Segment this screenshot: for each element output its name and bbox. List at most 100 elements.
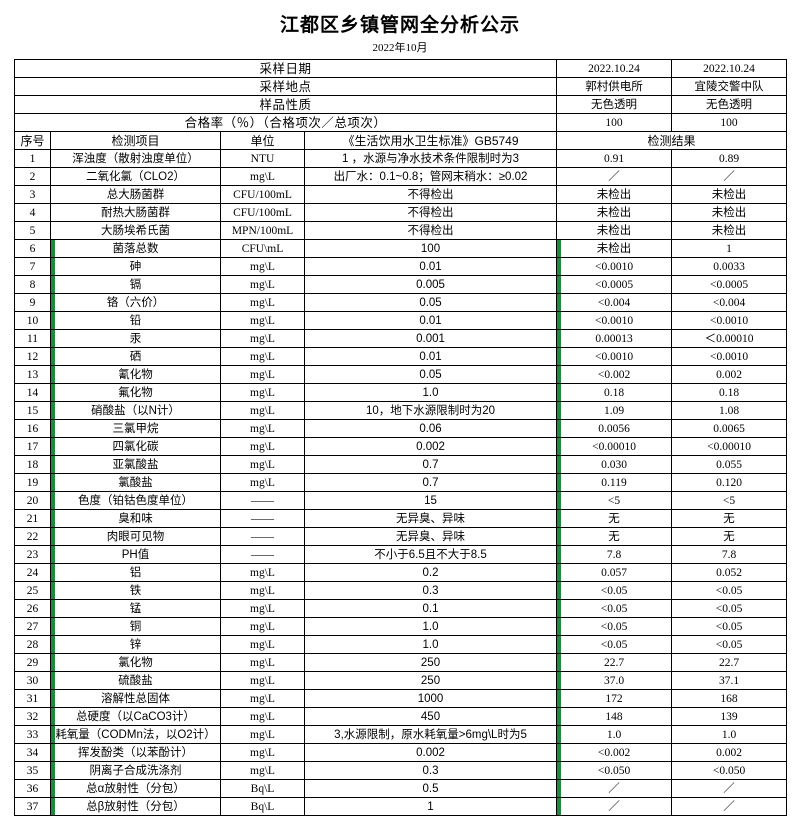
row-item-name: 肉眼可见物	[50, 527, 221, 546]
row-result-site-1: 172	[556, 689, 673, 708]
table-header-body: 采样日期 2022.10.24 2022.10.24 采样地点 郭村供电所 宜陵…	[13, 59, 788, 150]
row-item-name: 浑浊度（散射浊度单位）	[50, 149, 221, 168]
row-unit: Bq\L	[220, 779, 305, 798]
row-result-site-1: <0.05	[556, 581, 673, 600]
row-number: 12	[14, 347, 51, 366]
row-unit: ——	[220, 491, 305, 510]
table-row: 24 铝 mg\L 0.2 0.057 0.052	[14, 563, 788, 582]
table-row: 18 亚氯酸盐 mg\L 0.7 0.030 0.055	[14, 455, 788, 474]
row-number: 21	[14, 509, 51, 528]
row-standard-limit: 不得检出	[303, 203, 558, 222]
row-standard-limit: 1 ，水源与净水技术条件限制时为3	[303, 149, 558, 168]
row-result-site-1: 0.119	[556, 473, 673, 492]
row-standard-limit: 不得检出	[303, 221, 558, 240]
row-standard-limit: 0.01	[303, 347, 558, 366]
row-result-site-2: <0.05	[671, 617, 788, 636]
row-number: 15	[14, 401, 51, 420]
row-result-site-2: 168	[671, 689, 788, 708]
row-unit: mg\L	[220, 455, 305, 474]
row-number: 34	[14, 743, 51, 762]
header-label-location: 采样地点	[13, 77, 558, 96]
row-standard-limit: 250	[303, 653, 558, 672]
row-unit: mg\L	[220, 581, 305, 600]
table-row: 28 锌 mg\L 1.0 <0.05 <0.05	[14, 635, 788, 654]
row-result-site-1: 1.09	[556, 401, 673, 420]
row-standard-limit: 1.0	[303, 617, 558, 636]
row-result-site-1: 0.0056	[556, 419, 673, 438]
row-item-name: 氟化物	[50, 383, 221, 402]
row-item-name: 铝	[50, 563, 221, 582]
row-result-site-2: ／	[671, 779, 788, 798]
row-unit: mg\L	[220, 257, 305, 276]
row-unit: mg\L	[220, 743, 305, 762]
header-row-sample-nature: 样品性质 无色透明 无色透明	[13, 95, 788, 114]
row-result-site-1: <0.004	[556, 293, 673, 312]
table-row: 16 三氯甲烷 mg\L 0.06 0.0056 0.0065	[14, 419, 788, 438]
row-number: 33	[14, 725, 51, 744]
row-number: 2	[14, 167, 51, 186]
row-standard-limit: 0.06	[303, 419, 558, 438]
row-standard-limit: 3,水源限制，原水耗氧量>6mg\L时为5	[303, 725, 558, 744]
row-result-site-2: 1.0	[671, 725, 788, 744]
row-standard-limit: 450	[303, 707, 558, 726]
row-standard-limit: 0.3	[303, 581, 558, 600]
row-result-site-1: <0.05	[556, 599, 673, 618]
row-standard-limit: 0.05	[303, 365, 558, 384]
row-result-site-2: 0.002	[671, 365, 788, 384]
row-number: 26	[14, 599, 51, 618]
row-unit: NTU	[220, 149, 305, 168]
row-item-name: 氯化物	[50, 653, 221, 672]
row-item-name: 铅	[50, 311, 221, 330]
row-number: 7	[14, 257, 51, 276]
row-standard-limit: 0.1	[303, 599, 558, 618]
row-unit: mg\L	[220, 653, 305, 672]
row-result-site-2: 1	[671, 239, 788, 258]
row-item-name: 锌	[50, 635, 221, 654]
row-result-site-1: <0.0010	[556, 311, 673, 330]
row-number: 18	[14, 455, 51, 474]
row-result-site-1: 22.7	[556, 653, 673, 672]
table-row: 23 PH值 —— 不小于6.5且不大于8.5 7.8 7.8	[14, 545, 788, 564]
row-number: 13	[14, 365, 51, 384]
row-result-site-2: <0.004	[671, 293, 788, 312]
row-result-site-1: <0.05	[556, 635, 673, 654]
row-result-site-1: 未检出	[556, 185, 673, 204]
table-row: 6 菌落总数 CFU\mL 100 未检出 1	[14, 239, 788, 258]
row-unit: mg\L	[220, 617, 305, 636]
row-item-name: 菌落总数	[50, 239, 221, 258]
row-item-name: PH值	[50, 545, 221, 564]
header-value-sample-nature-1: 无色透明	[556, 95, 673, 114]
row-standard-limit: 1.0	[303, 383, 558, 402]
row-standard-limit: 不得检出	[303, 185, 558, 204]
row-unit: mg\L	[220, 365, 305, 384]
row-unit: mg\L	[220, 671, 305, 690]
table-row: 2 二氧化氯（CLO2） mg\L 出厂水：0.1~0.8；管网末稍水：≥0.02 ／／	[14, 167, 788, 186]
header-row-location: 采样地点 郭村供电所 宜陵交警中队	[13, 77, 788, 96]
row-result-site-2: 0.120	[671, 473, 788, 492]
row-standard-limit: 0.3	[303, 761, 558, 780]
table-row: 21 臭和味 —— 无异臭、异味无无	[14, 509, 788, 528]
row-standard-limit: 0.002	[303, 743, 558, 762]
row-unit: MPN/100mL	[220, 221, 305, 240]
table-row: 25 铁 mg\L 0.3 <0.05 <0.05	[14, 581, 788, 600]
row-unit: mg\L	[220, 419, 305, 438]
row-standard-limit: 0.5	[303, 779, 558, 798]
row-unit: mg\L	[220, 725, 305, 744]
row-unit: mg\L	[220, 599, 305, 618]
row-number: 35	[14, 761, 51, 780]
row-result-site-1: 0.00013	[556, 329, 673, 348]
table-row: 33 耗氧量（CODMn法，以O2计） mg\L 3,水源限制，原水耗氧量>6mg\L…	[14, 725, 788, 744]
row-result-site-1: 1.0	[556, 725, 673, 744]
row-result-site-2: 未检出	[671, 221, 788, 240]
row-item-name: 铬（六价）	[50, 293, 221, 312]
row-number: 22	[14, 527, 51, 546]
row-result-site-2: <0.0005	[671, 275, 788, 294]
row-item-name: 镉	[50, 275, 221, 294]
table-row: 3 总大肠菌群 CFU/100mL 不得检出 未检出 未检出	[14, 185, 788, 204]
row-standard-limit: 0.001	[303, 329, 558, 348]
row-item-name: 总大肠菌群	[50, 185, 221, 204]
row-unit: mg\L	[220, 761, 305, 780]
row-result-site-2: <0.00010	[671, 437, 788, 456]
header-value-pass-rate-2: 100	[671, 113, 788, 132]
row-result-site-1: 148	[556, 707, 673, 726]
